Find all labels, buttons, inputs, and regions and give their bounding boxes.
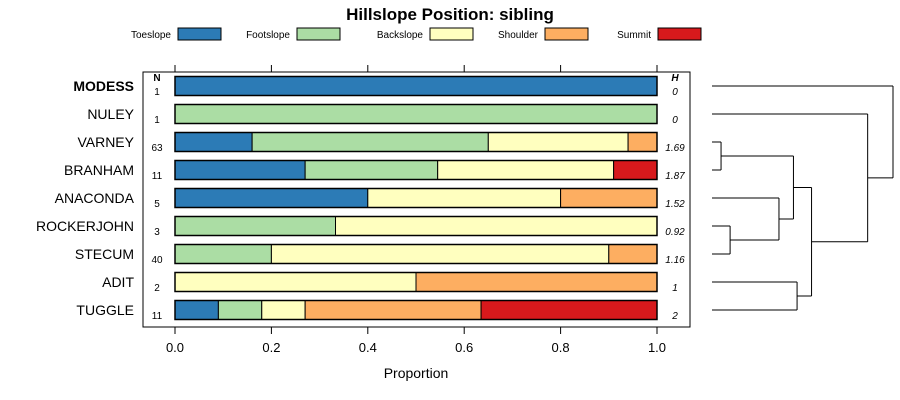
h-value-rockerjohn: 0.92 bbox=[665, 227, 685, 238]
h-value-tuggle: 2 bbox=[671, 311, 678, 322]
row-label-branham: BRANHAM bbox=[64, 162, 134, 178]
row-label-tuggle: TUGGLE bbox=[76, 302, 134, 318]
bar-modess-toeslope bbox=[174, 76, 658, 96]
h-value-branham: 1.87 bbox=[665, 171, 685, 182]
row-label-rockerjohn: ROCKERJOHN bbox=[36, 218, 134, 234]
bar-outline-adit bbox=[174, 271, 658, 293]
bar-rockerjohn-backslope bbox=[335, 216, 658, 236]
legend-label-backslope: Backslope bbox=[377, 30, 424, 41]
bar-tuggle-summit bbox=[480, 300, 658, 320]
h-value-nuley: 0 bbox=[672, 115, 678, 126]
legend-swatch-summit bbox=[657, 27, 702, 41]
legend-swatch-footslope bbox=[296, 27, 341, 41]
dendrogram bbox=[712, 85, 894, 311]
row-label-modess: MODESS bbox=[73, 78, 134, 94]
bar-varney-footslope bbox=[251, 132, 489, 152]
bar-branham-toeslope bbox=[174, 160, 306, 180]
bar-tuggle-toeslope bbox=[174, 300, 219, 320]
n-value-rockerjohn: 3 bbox=[154, 227, 160, 238]
bar-adit-shoulder bbox=[415, 272, 658, 292]
bar-anaconda-shoulder bbox=[560, 188, 658, 208]
bar-tuggle-footslope bbox=[217, 300, 263, 320]
h-value-stecum: 1.16 bbox=[665, 255, 685, 266]
legend-label-shoulder: Shoulder bbox=[498, 30, 539, 41]
n-value-nuley: 1 bbox=[154, 115, 160, 126]
legend: Toeslope Footslope Backslope Shoulder Summit bbox=[131, 27, 702, 41]
n-value-branham: 11 bbox=[152, 171, 163, 182]
x-tick-label: 0.6 bbox=[455, 340, 473, 355]
bar-rockerjohn-footslope bbox=[174, 216, 337, 236]
legend-swatch-backslope bbox=[429, 27, 474, 41]
x-tick-label: 0.4 bbox=[359, 340, 377, 355]
legend-swatch-shoulder bbox=[544, 27, 589, 41]
bar-anaconda-backslope bbox=[367, 188, 562, 208]
bar-varney-toeslope bbox=[174, 132, 253, 152]
n-column-header: N bbox=[153, 73, 160, 84]
bar-stecum-backslope bbox=[270, 244, 610, 264]
n-value-modess: 1 bbox=[154, 87, 160, 98]
x-axis-label: Proportion bbox=[384, 365, 449, 381]
bar-outline-varney bbox=[174, 131, 658, 153]
n-value-varney: 63 bbox=[151, 143, 163, 154]
n-value-stecum: 40 bbox=[151, 255, 163, 266]
bar-branham-backslope bbox=[437, 160, 615, 180]
x-tick-label: 1.0 bbox=[648, 340, 666, 355]
bar-outline-branham bbox=[174, 159, 658, 181]
bar-varney-shoulder bbox=[627, 132, 658, 152]
bars bbox=[174, 75, 658, 321]
bar-outline-modess bbox=[174, 75, 658, 97]
bar-anaconda-toeslope bbox=[174, 188, 369, 208]
h-value-modess: 0 bbox=[672, 87, 678, 98]
bar-nuley-footslope bbox=[174, 104, 658, 124]
bar-stecum-footslope bbox=[174, 244, 272, 264]
chart-title: Hillslope Position: sibling bbox=[346, 5, 554, 24]
bar-tuggle-shoulder bbox=[304, 300, 482, 320]
bar-adit-backslope bbox=[174, 272, 417, 292]
x-tick-label: 0.2 bbox=[262, 340, 280, 355]
x-tick-label: 0.8 bbox=[552, 340, 570, 355]
row-label-anaconda: ANACONDA bbox=[55, 190, 135, 206]
plot-frame bbox=[142, 71, 691, 328]
h-values: 0 0 1.69 1.87 1.52 0.92 1.16 1 2 bbox=[665, 87, 685, 322]
bar-outline-stecum bbox=[174, 243, 658, 265]
h-value-varney: 1.69 bbox=[665, 143, 685, 154]
n-value-adit: 2 bbox=[154, 283, 160, 294]
bar-branham-summit bbox=[613, 160, 658, 180]
bar-outline-rockerjohn bbox=[174, 215, 658, 237]
x-tick-label: 0.0 bbox=[166, 340, 184, 355]
bar-stecum-shoulder bbox=[608, 244, 658, 264]
bar-outline-anaconda bbox=[174, 187, 658, 209]
row-label-varney: VARNEY bbox=[77, 134, 134, 150]
row-label-nuley: NULEY bbox=[87, 106, 134, 122]
n-value-tuggle: 11 bbox=[152, 311, 163, 322]
legend-label-footslope: Footslope bbox=[246, 30, 290, 41]
h-value-adit: 1 bbox=[672, 283, 678, 294]
n-value-anaconda: 5 bbox=[154, 199, 160, 210]
row-labels: MODESS NULEY VARNEY BRANHAM ANACONDA ROCKERJO… bbox=[36, 78, 135, 318]
row-label-stecum: STECUM bbox=[75, 246, 134, 262]
bar-tuggle-backslope bbox=[261, 300, 306, 320]
x-axis: 0.0 0.2 0.4 0.6 0.8 1.0 bbox=[166, 65, 666, 355]
bar-varney-backslope bbox=[487, 132, 629, 152]
row-label-adit: ADIT bbox=[102, 274, 134, 290]
bar-outline-nuley bbox=[174, 103, 658, 125]
bar-branham-footslope bbox=[304, 160, 439, 180]
legend-label-summit: Summit bbox=[617, 30, 651, 41]
h-column-header: H bbox=[671, 73, 679, 84]
h-value-anaconda: 1.52 bbox=[665, 199, 685, 210]
bar-outline-tuggle bbox=[174, 299, 658, 321]
legend-swatch-toeslope bbox=[177, 27, 222, 41]
legend-label-toeslope: Toeslope bbox=[131, 30, 171, 41]
